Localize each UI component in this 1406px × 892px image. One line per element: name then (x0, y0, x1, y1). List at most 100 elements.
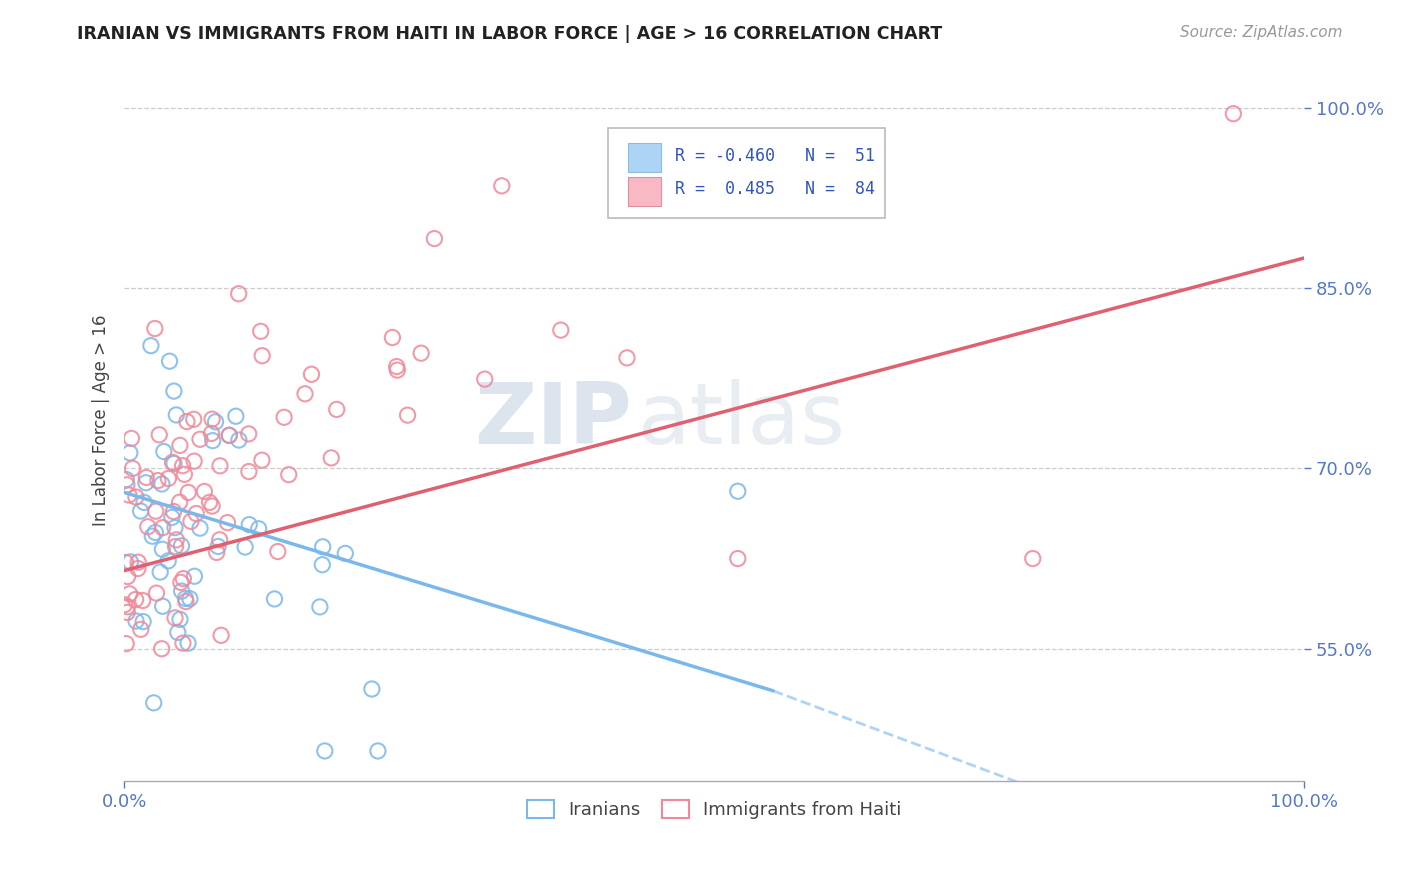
Point (117, 599, 139, 614)
Text: ZIP: ZIP (474, 379, 631, 462)
Point (114, 556, 136, 570)
Point (170, 539, 193, 553)
Point (267, 544, 290, 558)
Point (149, 565, 172, 579)
Point (162, 455, 184, 469)
Point (183, 454, 205, 468)
Point (150, 641, 173, 656)
Point (201, 434, 224, 448)
Point (165, 533, 187, 547)
Point (157, 554, 180, 568)
Point (120, 555, 142, 569)
Point (121, 461, 143, 475)
Point (179, 591, 201, 606)
Bar (628, 178, 661, 206)
Point (727, 551, 749, 566)
Point (115, 473, 138, 487)
Point (180, 515, 202, 529)
Point (201, 412, 224, 426)
Point (396, 408, 419, 422)
Point (152, 521, 174, 535)
Point (550, 323, 572, 337)
Point (115, 637, 138, 651)
Point (163, 520, 186, 534)
Point (165, 540, 187, 554)
Y-axis label: In Labor Force | Age > 16: In Labor Force | Age > 16 (93, 315, 110, 526)
Legend: Iranians, Immigrants from Haiti: Iranians, Immigrants from Haiti (519, 792, 910, 826)
Point (115, 606, 138, 620)
Point (301, 368, 323, 382)
Point (139, 339, 162, 353)
Point (204, 415, 226, 429)
Point (117, 569, 139, 583)
Point (249, 324, 271, 338)
Point (170, 575, 193, 590)
Point (114, 598, 136, 612)
Point (387, 363, 409, 377)
Point (177, 485, 200, 500)
Point (183, 412, 205, 426)
Point (135, 475, 157, 490)
Point (314, 744, 336, 758)
Point (200, 426, 222, 441)
Point (325, 402, 347, 417)
Point (132, 615, 155, 629)
Point (115, 478, 138, 492)
Point (228, 433, 250, 447)
Point (125, 614, 148, 628)
Point (381, 330, 404, 344)
Point (165, 611, 187, 625)
Point (367, 744, 389, 758)
Point (174, 594, 197, 608)
Point (153, 444, 176, 458)
Point (294, 386, 316, 401)
Point (142, 696, 165, 710)
Point (205, 545, 228, 559)
Point (217, 516, 239, 530)
Text: Source: ZipAtlas.com: Source: ZipAtlas.com (1180, 25, 1343, 40)
Point (166, 625, 188, 640)
Point (145, 504, 167, 518)
Point (411, 346, 433, 360)
Point (169, 612, 191, 626)
Point (183, 569, 205, 583)
Point (218, 428, 240, 442)
Point (188, 432, 211, 446)
Point (141, 529, 163, 543)
Point (165, 408, 187, 422)
Point (423, 231, 446, 245)
Point (207, 540, 229, 554)
Point (186, 507, 208, 521)
Point (173, 467, 195, 482)
Point (120, 431, 142, 445)
Point (727, 484, 749, 499)
Point (174, 591, 197, 606)
Point (131, 593, 153, 607)
Point (247, 522, 270, 536)
Point (172, 572, 194, 586)
Point (491, 178, 513, 193)
Point (238, 426, 260, 441)
Point (474, 372, 496, 386)
Point (250, 453, 273, 467)
Point (311, 558, 333, 572)
Point (309, 599, 332, 614)
Point (188, 521, 211, 535)
Point (233, 540, 256, 554)
Point (198, 495, 221, 509)
Point (172, 636, 194, 650)
Point (169, 495, 191, 509)
FancyBboxPatch shape (607, 128, 886, 219)
Point (132, 495, 155, 509)
Point (152, 542, 174, 557)
Point (273, 410, 295, 425)
Point (127, 555, 149, 569)
Point (118, 446, 141, 460)
Text: IRANIAN VS IMMIGRANTS FROM HAITI IN LABOR FORCE | AGE > 16 CORRELATION CHART: IRANIAN VS IMMIGRANTS FROM HAITI IN LABO… (77, 25, 942, 43)
Point (143, 321, 166, 335)
Point (263, 591, 285, 606)
Point (135, 470, 157, 484)
Point (124, 592, 146, 607)
Point (209, 628, 232, 642)
Text: atlas: atlas (637, 379, 845, 462)
